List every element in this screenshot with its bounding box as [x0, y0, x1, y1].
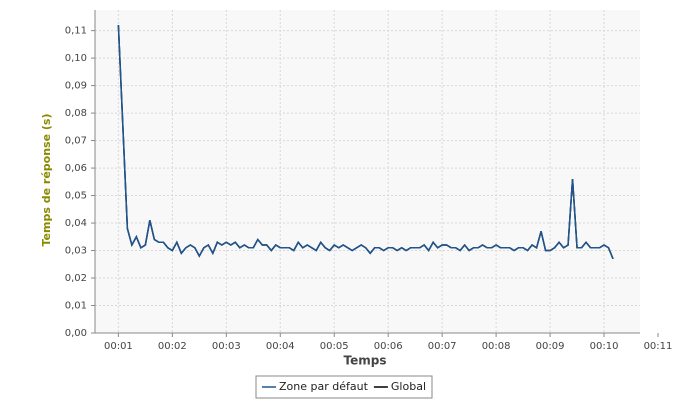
x-tick-label: 00:03 — [212, 341, 241, 352]
x-tick-label: 00:04 — [266, 341, 295, 352]
y-tick-label: 0,11 — [65, 26, 87, 37]
y-tick-label: 0,01 — [65, 301, 87, 312]
y-tick-label: 0,06 — [65, 163, 87, 174]
x-tick-label: 00:08 — [482, 341, 511, 352]
y-axis-title: Temps de réponse (s) — [40, 114, 53, 247]
legend-label: Zone par défaut — [279, 380, 369, 393]
y-tick-label: 0,02 — [65, 273, 87, 284]
y-tick-label: 0,00 — [65, 328, 87, 339]
x-tick-label: 00:09 — [536, 341, 565, 352]
legend-label: Global — [391, 380, 426, 393]
y-tick-label: 0,04 — [65, 218, 87, 229]
y-tick-label: 0,07 — [65, 136, 87, 147]
y-tick-label: 0,10 — [65, 53, 87, 64]
x-tick-label: 00:10 — [590, 341, 619, 352]
x-tick-label: 00:07 — [428, 341, 457, 352]
y-tick-label: 0,03 — [65, 246, 87, 257]
x-axis-title: Temps — [344, 354, 387, 368]
y-tick-label: 0,05 — [65, 191, 87, 202]
x-tick-label: 00:06 — [374, 341, 403, 352]
legend — [255, 375, 433, 399]
x-tick-label: 00:05 — [320, 341, 349, 352]
x-tick-label: 00:01 — [104, 341, 133, 352]
x-tick-label: 00:02 — [158, 341, 187, 352]
plot-area — [95, 10, 640, 333]
y-tick-label: 0,08 — [65, 108, 87, 119]
x-tick-label: 00:11 — [644, 341, 673, 352]
y-tick-label: 0,09 — [65, 81, 87, 92]
series-line — [117, 25, 614, 260]
